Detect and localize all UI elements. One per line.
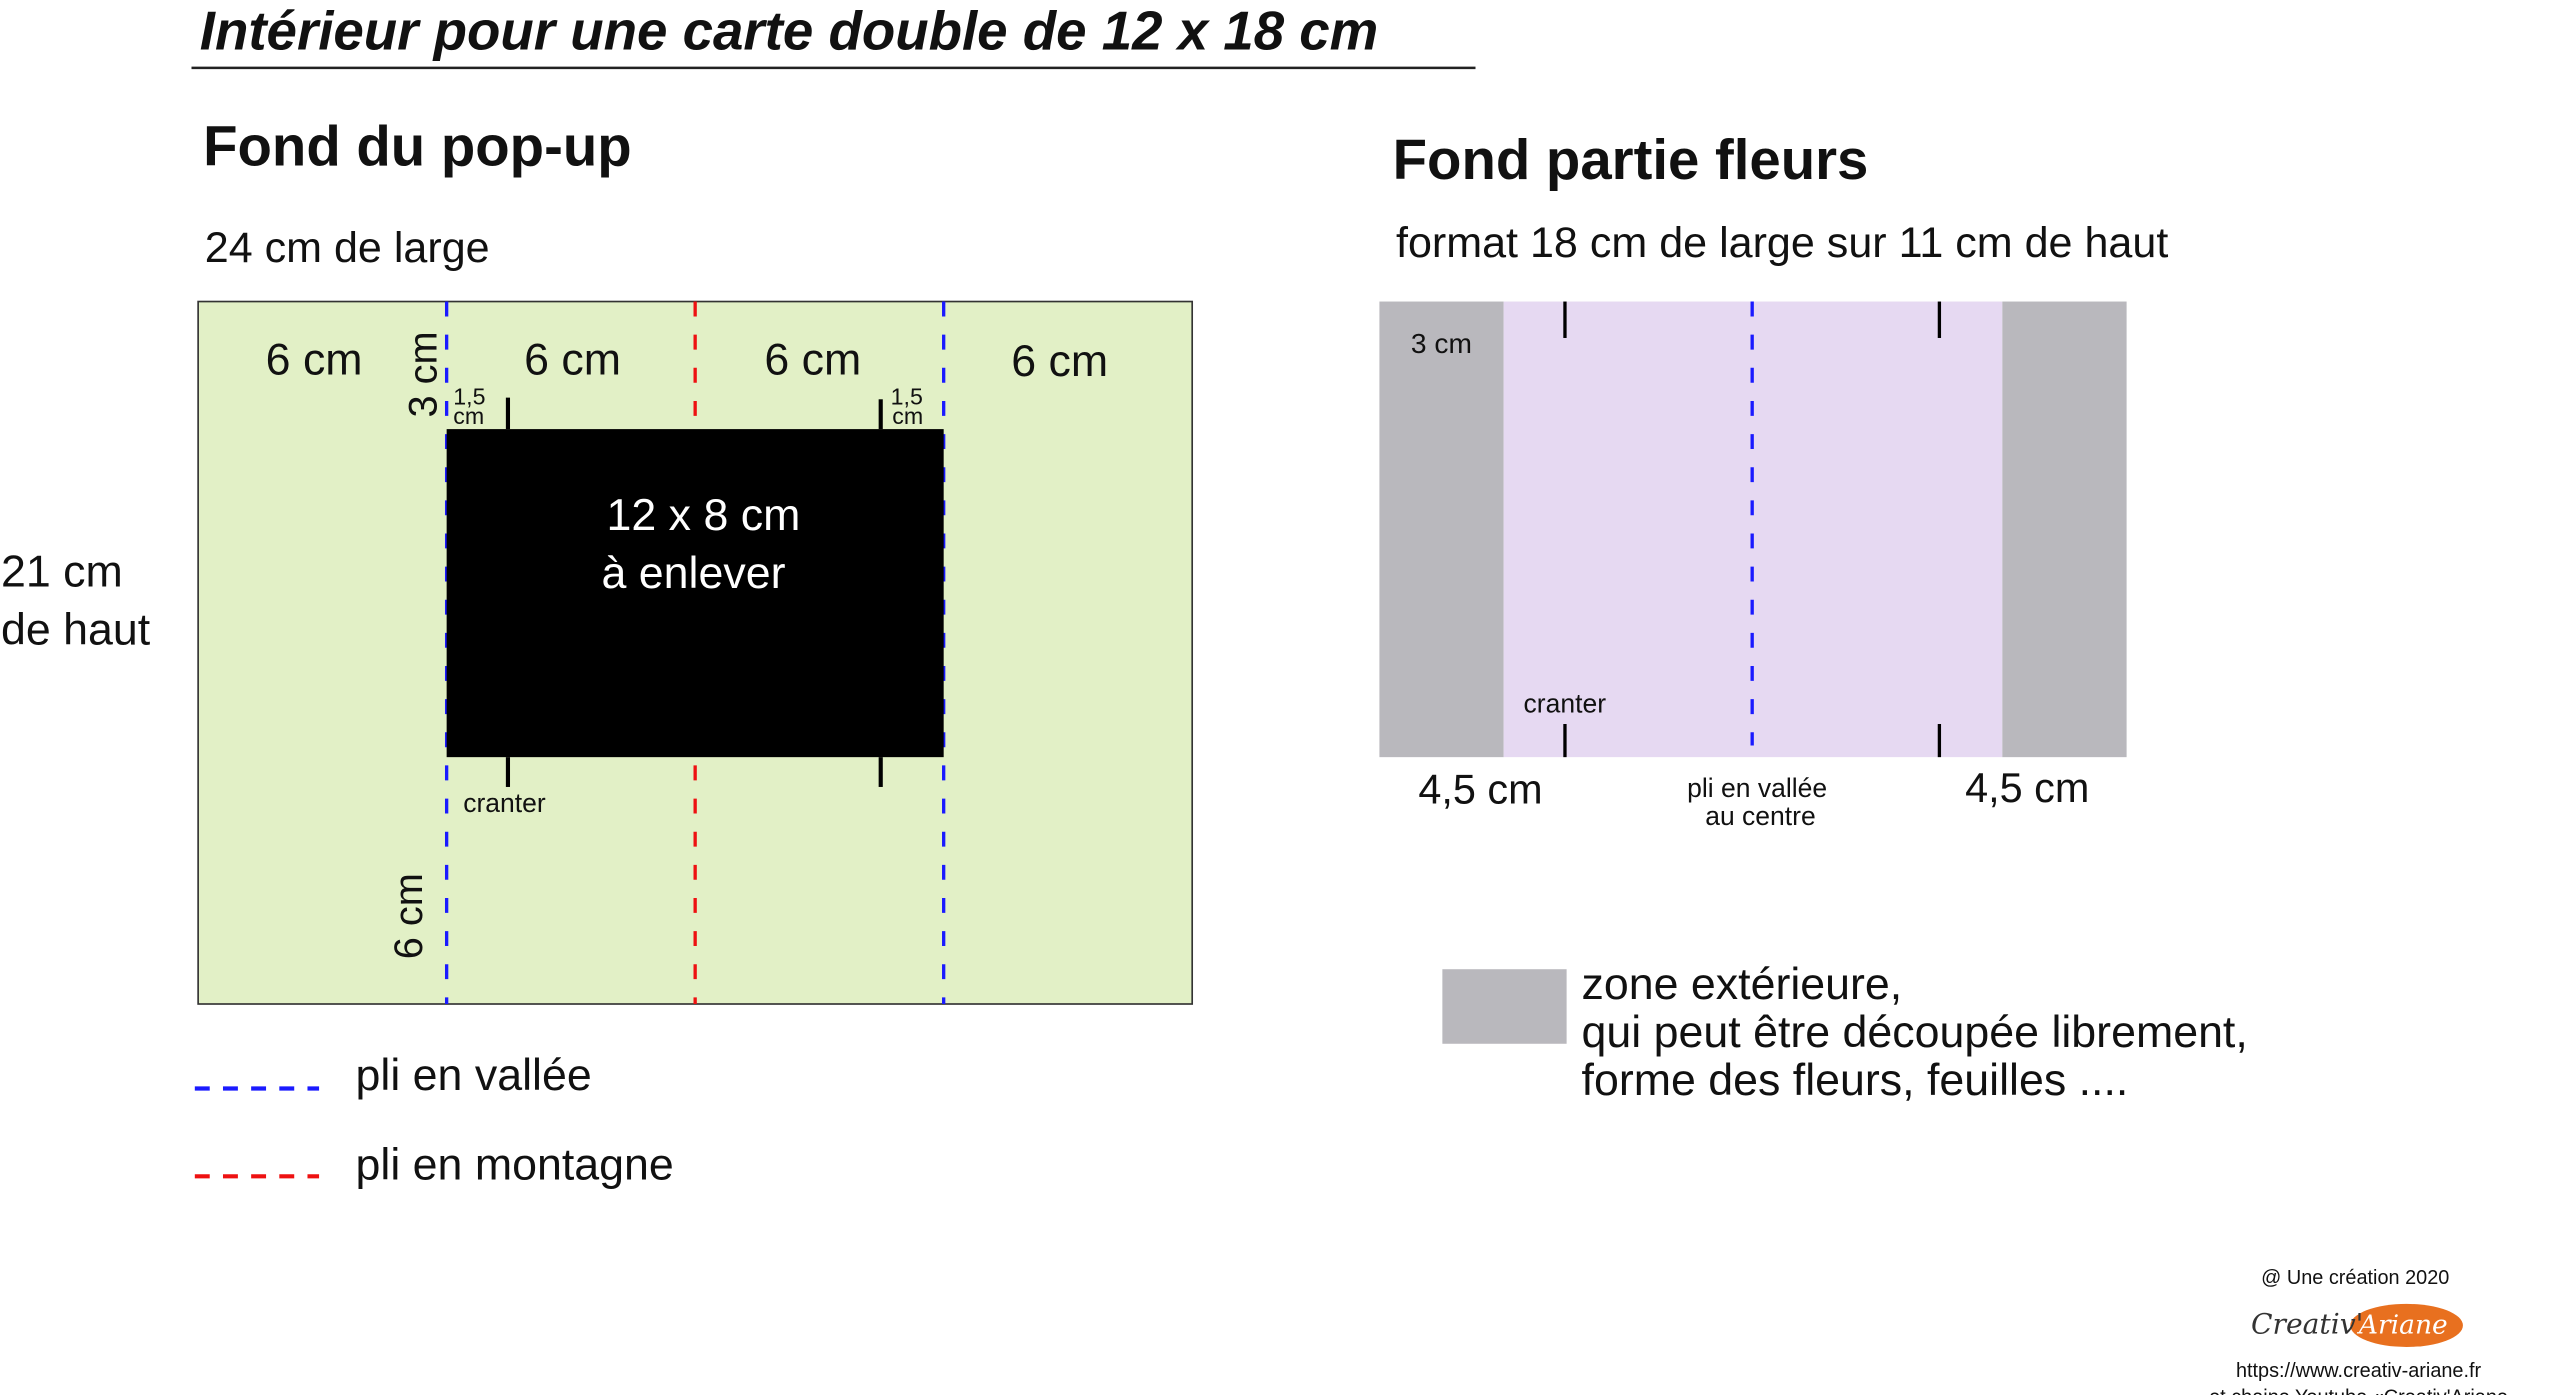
valley-legend-label: pli en vallée: [356, 1051, 592, 1100]
right-width-label: 4,5 cm: [1965, 765, 2089, 811]
notch-offset-left: 1,5: [453, 383, 485, 409]
flowers-cut-label: cranter: [1524, 688, 1607, 718]
mountain-legend-label: pli en montagne: [356, 1141, 674, 1190]
creativ-ariane-logo: Creativ' Ariane: [2251, 1303, 2463, 1347]
notch-offset-left-unit: cm: [453, 403, 484, 429]
column-label: 6 cm: [266, 335, 363, 384]
page-title: Intérieur pour une carte double de 12 x …: [200, 1, 1379, 62]
popup-heading: Fond du pop-up: [203, 115, 632, 178]
logo-ellipse: [2350, 1303, 2463, 1347]
column-label: 6 cm: [524, 335, 621, 384]
zone-legend-line: forme des fleurs, feuilles ....: [1582, 1056, 2129, 1105]
popup-height-label-2: de haut: [1, 605, 151, 654]
outer-zone-right: [2002, 301, 2127, 758]
cut-label: cranter: [463, 788, 546, 818]
youtube-channel: et chaine Youtube «Creativ'Ariane: [2209, 1386, 2508, 1395]
fold-label: pli en vallée: [1687, 773, 1827, 803]
flowers-heading: Fond partie fleurs: [1393, 128, 1869, 191]
cutout-note: à enlever: [602, 549, 786, 598]
outer-zone-left: [1379, 301, 1504, 758]
notch-offset-right-unit: cm: [892, 403, 923, 429]
column-label: 6 cm: [1011, 337, 1108, 386]
notch-offset-right: 1,5: [891, 383, 923, 409]
popup-height-label: 21 cm: [1, 547, 123, 596]
website-url: https://www.creativ-ariane.fr: [2236, 1360, 2482, 1382]
flowers-format: format 18 cm de large sur 11 cm de haut: [1396, 219, 2168, 267]
logo-text-right: Ariane: [2356, 1310, 2448, 1341]
zone-legend-line: qui peut être découpée librement,: [1582, 1008, 2248, 1057]
fold-label-2: au centre: [1705, 801, 1816, 831]
popup-width-label: 24 cm de large: [205, 224, 490, 272]
cutout-size: 12 x 8 cm: [607, 491, 801, 540]
zone-legend-line: zone extérieure,: [1582, 960, 1903, 1009]
credit: @ Une création 2020: [2261, 1267, 2449, 1289]
cutout-area: [446, 429, 944, 758]
top-margin-label: 3 cm: [402, 331, 446, 417]
column-label: 6 cm: [764, 335, 861, 384]
logo-text-left: Creativ': [2251, 1308, 2363, 1341]
left-width-label: 4,5 cm: [1418, 767, 1542, 813]
bottom-margin-label: 6 cm: [387, 873, 431, 959]
flowers-top-label: 3 cm: [1411, 328, 1472, 359]
zone-legend-swatch: [1442, 969, 1567, 1044]
